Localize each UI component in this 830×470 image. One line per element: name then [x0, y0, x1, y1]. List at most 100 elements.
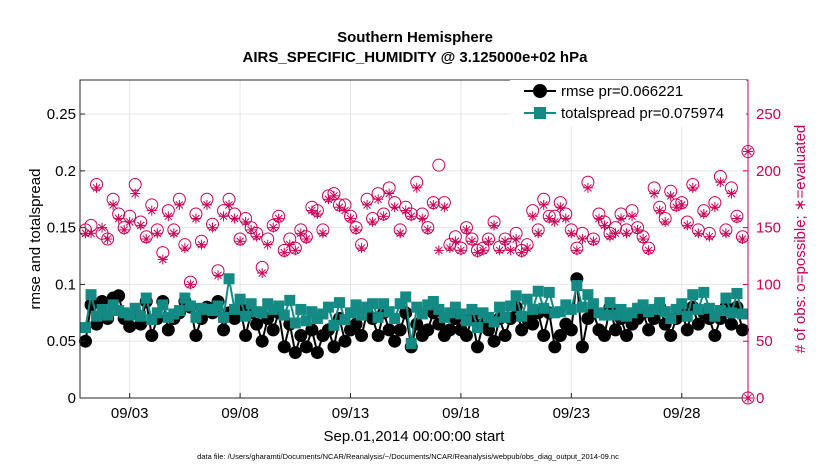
y-left-tick-label: 0 [68, 390, 76, 407]
spread-point [124, 309, 136, 321]
spread-point [267, 303, 279, 315]
rmse-point [239, 329, 253, 343]
spread-point [582, 289, 594, 301]
chart-subtitle: AIRS_SPECIFIC_HUMIDITY @ 3.125000e+02 hP… [243, 49, 589, 66]
rmse-point [161, 323, 175, 337]
rmse-point [597, 329, 611, 343]
obs-evaluated-point [279, 247, 290, 258]
spread-point [278, 309, 290, 321]
rmse-point [680, 323, 694, 337]
spread-point [433, 303, 445, 315]
obs-evaluated-point [113, 213, 124, 224]
spread-point [262, 298, 274, 310]
obs-evaluated-point [179, 243, 190, 254]
spread-point [510, 290, 522, 302]
spread-point [394, 298, 406, 310]
obs-evaluated-point [621, 228, 632, 239]
obs-evaluated-point [444, 243, 455, 254]
obs-evaluated-point [262, 239, 273, 250]
spread-point [206, 305, 218, 317]
spread-point [637, 299, 649, 311]
spread-point [234, 293, 246, 305]
obs-evaluated-point [704, 231, 715, 242]
rmse-point [349, 317, 363, 331]
rmse-point [299, 340, 313, 354]
spread-point [449, 301, 461, 313]
obs-evaluated-point [196, 239, 207, 250]
obs-evaluated-point [185, 279, 196, 290]
obs-evaluated-point [698, 209, 709, 220]
spread-point [251, 306, 263, 318]
obs-possible-point [101, 232, 115, 246]
rmse-point [294, 329, 308, 343]
rmse-point [266, 323, 280, 337]
obs-evaluated-point [516, 247, 527, 258]
rmse-point [691, 317, 705, 331]
obs-evaluated-point [505, 245, 516, 256]
spread-point [516, 310, 528, 322]
obs-evaluated-point [411, 182, 422, 193]
obs-evaluated-point [168, 228, 179, 239]
obs-evaluated-point [119, 224, 130, 235]
legend: rmse pr=0.066221 totalspread pr=0.075974 [510, 80, 746, 126]
y-right-tick-label: 100 [756, 276, 781, 293]
spread-point [527, 303, 539, 315]
spread-point [549, 307, 561, 319]
obs-evaluated-point [466, 236, 477, 247]
spread-point [455, 308, 467, 320]
y-axis-right: 0 50 100 150 200 250 [743, 80, 781, 407]
rmse-point [642, 323, 656, 337]
rmse-point [189, 329, 203, 343]
spread-point [350, 299, 362, 311]
spread-point [538, 302, 550, 314]
spread-point [245, 298, 257, 310]
obs-evaluated-point [108, 199, 119, 210]
obs-evaluated-point [483, 236, 494, 247]
spread-point [665, 313, 677, 324]
obs-evaluated-point [97, 222, 108, 233]
obs-evaluated-point [356, 243, 367, 254]
obs-possible-point [432, 158, 446, 172]
rmse-point [410, 317, 424, 331]
spread-point [328, 319, 340, 331]
legend-box [510, 80, 746, 126]
obs-evaluated-point [627, 211, 638, 222]
spread-point [466, 303, 478, 315]
spread-point [91, 310, 103, 322]
spread-point [339, 314, 351, 326]
rmse-point [310, 346, 324, 360]
obs-evaluated-point [317, 228, 328, 239]
obs-evaluated-point [709, 202, 720, 213]
legend-rmse-marker [533, 84, 547, 98]
spread-point [284, 294, 296, 306]
obs-evaluated-point [130, 188, 141, 199]
rmse-point [537, 329, 551, 343]
y-left-tick-label: 0.15 [47, 220, 76, 237]
spread-point [113, 305, 125, 317]
obs-markers [79, 145, 755, 405]
obs-evaluated-point [511, 234, 522, 244]
obs-evaluated-point [373, 194, 384, 205]
spread-point [593, 307, 605, 319]
rmse-point [145, 329, 159, 343]
obs-evaluated-point [638, 234, 649, 244]
spread-point [725, 307, 737, 319]
spread-point [389, 313, 401, 324]
spread-point [554, 306, 566, 318]
obs-evaluated-point [146, 205, 157, 216]
rmse-point [620, 329, 634, 343]
spread-point [372, 311, 384, 323]
rmse-point [575, 340, 589, 354]
spread-point [427, 295, 439, 307]
rmse-point [664, 329, 678, 343]
obs-evaluated-point [362, 199, 373, 210]
spread-point [477, 307, 489, 319]
spread-point [532, 285, 544, 297]
legend-spread-label: totalspread pr=0.075974 [561, 105, 724, 122]
x-tick-label: 09/18 [442, 405, 480, 422]
obs-evaluated-point [378, 211, 389, 222]
obs-evaluated-point [190, 213, 201, 224]
spread-point [400, 291, 412, 303]
spread-point [157, 299, 169, 311]
obs-evaluated-point [174, 199, 185, 210]
